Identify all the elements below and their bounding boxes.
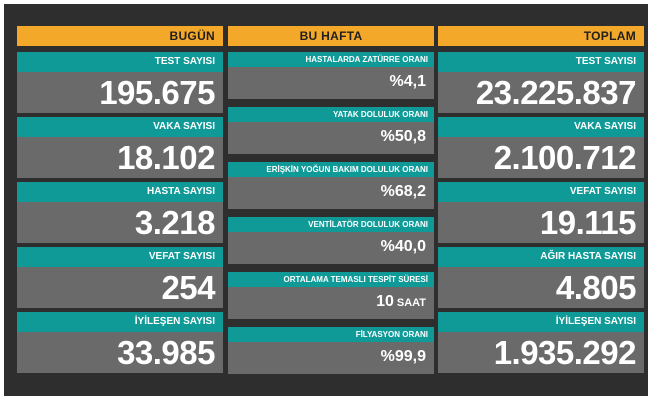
today-patient-label: HASTA SAYISI — [17, 182, 223, 202]
total-death-value: 19.115 — [438, 202, 644, 243]
week-filiation-value: %99,9 — [228, 342, 434, 374]
today-recovered-label: İYİLEŞEN SAYISI — [17, 312, 223, 332]
total-recovered-value: 1.935.292 — [438, 332, 644, 373]
today-death-label: VEFAT SAYISI — [17, 247, 223, 267]
week-filiation-number: %99,9 — [380, 348, 426, 365]
week-ventilator-tile: VENTİLATÖR DOLULUK ORANI %40,0 — [228, 217, 434, 264]
total-case-label: VAKA SAYISI — [438, 117, 644, 137]
total-test-label: TEST SAYISI — [438, 52, 644, 72]
week-contact-time-value: 10 SAAT — [228, 287, 434, 319]
week-bed-tile: YATAK DOLULUK ORANI %50,8 — [228, 107, 434, 154]
total-critical-tile: AĞIR HASTA SAYISI 4.805 — [438, 247, 644, 308]
today-header: BUGÜN — [17, 26, 223, 46]
total-case-tile: VAKA SAYISI 2.100.712 — [438, 117, 644, 178]
today-recovered-tile: İYİLEŞEN SAYISI 33.985 — [17, 312, 223, 373]
week-icu-number: %68,2 — [380, 183, 426, 200]
week-icu-value: %68,2 — [228, 177, 434, 209]
today-death-value: 254 — [17, 267, 223, 308]
week-pneumonia-label: HASTALARDA ZATÜRRE ORANI — [228, 52, 434, 67]
today-case-label: VAKA SAYISI — [17, 117, 223, 137]
week-ventilator-number: %40,0 — [380, 238, 426, 255]
week-ventilator-value: %40,0 — [228, 232, 434, 264]
today-case-value: 18.102 — [17, 137, 223, 178]
today-death-tile: VEFAT SAYISI 254 — [17, 247, 223, 308]
today-patient-tile: HASTA SAYISI 3.218 — [17, 182, 223, 243]
week-bed-value: %50,8 — [228, 122, 434, 154]
total-recovered-tile: İYİLEŞEN SAYISI 1.935.292 — [438, 312, 644, 373]
week-header: BU HAFTA — [228, 26, 434, 46]
week-pneumonia-tile: HASTALARDA ZATÜRRE ORANI %4,1 — [228, 52, 434, 99]
total-case-value: 2.100.712 — [438, 137, 644, 178]
today-patient-value: 3.218 — [17, 202, 223, 243]
week-bed-label: YATAK DOLULUK ORANI — [228, 107, 434, 122]
week-icu-label: ERİŞKİN YOĞUN BAKIM DOLULUK ORANI — [228, 162, 434, 177]
week-pneumonia-number: %4,1 — [389, 73, 426, 90]
week-icu-tile: ERİŞKİN YOĞUN BAKIM DOLULUK ORANI %68,2 — [228, 162, 434, 209]
week-filiation-label: FİLYASYON ORANI — [228, 327, 434, 342]
total-critical-value: 4.805 — [438, 267, 644, 308]
total-death-tile: VEFAT SAYISI 19.115 — [438, 182, 644, 243]
week-contact-time-unit: SAAT — [396, 297, 426, 309]
today-case-tile: VAKA SAYISI 18.102 — [17, 117, 223, 178]
total-test-value: 23.225.837 — [438, 72, 644, 113]
today-test-label: TEST SAYISI — [17, 52, 223, 72]
week-filiation-tile: FİLYASYON ORANI %99,9 — [228, 327, 434, 374]
today-test-tile: TEST SAYISI 195.675 — [17, 52, 223, 113]
week-ventilator-label: VENTİLATÖR DOLULUK ORANI — [228, 217, 434, 232]
week-pneumonia-value: %4,1 — [228, 67, 434, 99]
covid-stats-board: BUGÜN TEST SAYISI 195.675 VAKA SAYISI 18… — [4, 4, 648, 396]
total-recovered-label: İYİLEŞEN SAYISI — [438, 312, 644, 332]
week-contact-time-tile: ORTALAMA TEMASLI TESPİT SÜRESİ 10 SAAT — [228, 272, 434, 319]
today-test-value: 195.675 — [17, 72, 223, 113]
week-bed-number: %50,8 — [380, 128, 426, 145]
total-death-label: VEFAT SAYISI — [438, 182, 644, 202]
week-contact-time-label: ORTALAMA TEMASLI TESPİT SÜRESİ — [228, 272, 434, 287]
total-header: TOPLAM — [438, 26, 644, 46]
total-critical-label: AĞIR HASTA SAYISI — [438, 247, 644, 267]
week-contact-time-number: 10 — [376, 293, 394, 310]
total-test-tile: TEST SAYISI 23.225.837 — [438, 52, 644, 113]
today-recovered-value: 33.985 — [17, 332, 223, 373]
